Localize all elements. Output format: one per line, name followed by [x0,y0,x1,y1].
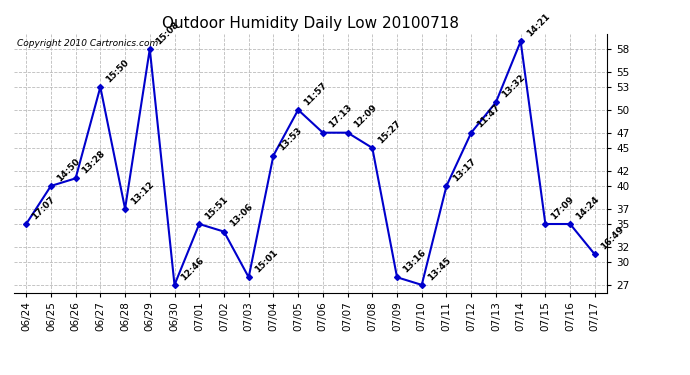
Text: 13:06: 13:06 [228,202,255,229]
Text: 17:07: 17:07 [30,195,57,221]
Text: 15:01: 15:01 [253,248,279,274]
Text: 13:45: 13:45 [426,255,453,282]
Text: Copyright 2010 Cartronics.com: Copyright 2010 Cartronics.com [17,39,158,48]
Text: 15:08: 15:08 [154,20,181,46]
Text: 16:49: 16:49 [599,225,626,252]
Text: 14:24: 14:24 [574,195,601,221]
Text: 15:50: 15:50 [104,58,131,84]
Text: 13:17: 13:17 [451,156,477,183]
Text: 15:51: 15:51 [204,195,230,221]
Text: 17:13: 17:13 [327,103,354,130]
Text: 13:16: 13:16 [401,248,428,274]
Text: 14:50: 14:50 [55,157,81,183]
Title: Outdoor Humidity Daily Low 20100718: Outdoor Humidity Daily Low 20100718 [162,16,459,31]
Text: 15:27: 15:27 [377,118,403,145]
Text: 12:46: 12:46 [179,255,206,282]
Text: 11:57: 11:57 [302,80,329,107]
Text: 12:09: 12:09 [352,103,378,130]
Text: 13:53: 13:53 [277,126,304,153]
Text: 14:21: 14:21 [525,12,551,39]
Text: 13:32: 13:32 [500,73,526,99]
Text: 13:12: 13:12 [129,179,156,206]
Text: 11:47: 11:47 [475,103,502,130]
Text: 17:09: 17:09 [549,195,576,221]
Text: 13:28: 13:28 [80,149,106,176]
